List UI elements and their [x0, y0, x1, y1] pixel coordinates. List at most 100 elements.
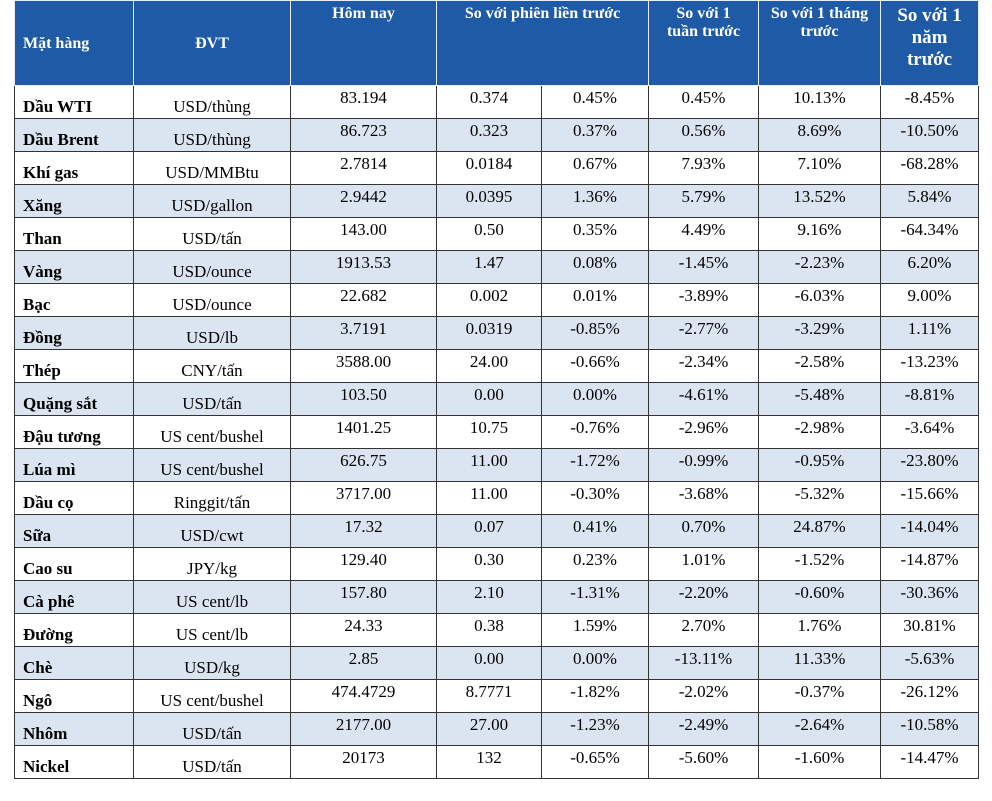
value-cell: -13.23% — [880, 349, 980, 383]
value-cell: -13.11% — [648, 646, 760, 680]
value-cell: -5.32% — [758, 481, 882, 515]
value-cell: 24.00 — [436, 349, 542, 383]
table-row: Thép CNY/tấn 3588.00 24.00 -0.66% -2.34% -2.58… — [14, 349, 980, 383]
item-name: Sữa — [14, 514, 134, 548]
value-cell: 0.37% — [540, 118, 650, 152]
value-cell: 7.93% — [648, 151, 760, 185]
item-name: Chè — [14, 646, 134, 680]
unit: USD/gallon — [133, 184, 291, 218]
unit: USD/ounce — [133, 250, 291, 284]
value-cell: -14.04% — [880, 514, 980, 548]
unit: Ringgit/tấn — [133, 481, 291, 515]
value-cell: -2.98% — [758, 415, 882, 449]
value-cell: 17.32 — [290, 514, 437, 548]
table-row: Dầu Brent USD/thùng 86.723 0.323 0.37% 0.56% 8… — [14, 118, 980, 152]
table-row: Vàng USD/ounce 1913.53 1.47 0.08% -1.45% -2.23… — [14, 250, 980, 284]
item-name: Vàng — [14, 250, 134, 284]
table-row: Nickel USD/tấn 20173 132 -0.65% -5.60% -1.60% -… — [14, 745, 980, 779]
value-cell: 1401.25 — [290, 415, 437, 449]
unit: USD/MMBtu — [133, 151, 291, 185]
item-name: Cà phê — [14, 580, 134, 614]
value-cell: -5.60% — [648, 745, 760, 779]
table-row: Quặng sắt USD/tấn 103.50 0.00 0.00% -4.61% -5.… — [14, 382, 980, 416]
value-cell: -0.66% — [540, 349, 650, 383]
item-name: Than — [14, 217, 134, 251]
value-cell: -0.37% — [758, 679, 882, 713]
value-cell: 0.0319 — [436, 316, 542, 350]
value-cell: 0.23% — [540, 547, 650, 581]
value-cell: -2.96% — [648, 415, 760, 449]
item-name: Khí gas — [14, 151, 134, 185]
unit: USD/lb — [133, 316, 291, 350]
value-cell: 3588.00 — [290, 349, 437, 383]
value-cell: -3.64% — [880, 415, 980, 449]
value-cell: -5.63% — [880, 646, 980, 680]
value-cell: 10.13% — [758, 85, 882, 119]
value-cell: -6.03% — [758, 283, 882, 317]
value-cell: 1.59% — [540, 613, 650, 647]
value-cell: 0.38 — [436, 613, 542, 647]
value-cell: -1.31% — [540, 580, 650, 614]
value-cell: 132 — [436, 745, 542, 779]
value-cell: 0.00 — [436, 646, 542, 680]
value-cell: 0.30 — [436, 547, 542, 581]
table-row: Lúa mì US cent/bushel 626.75 11.00 -1.72% -0.… — [14, 448, 980, 482]
table-row: Cao su JPY/kg 129.40 0.30 0.23% 1.01% -1.52% -1… — [14, 547, 980, 581]
value-cell: -1.82% — [540, 679, 650, 713]
value-cell: 3.7191 — [290, 316, 437, 350]
item-name: Bạc — [14, 283, 134, 317]
value-cell: -5.48% — [758, 382, 882, 416]
value-cell: -2.49% — [648, 712, 760, 746]
value-cell: -3.89% — [648, 283, 760, 317]
value-cell: -64.34% — [880, 217, 980, 251]
table-row: Đậu tương US cent/bushel 1401.25 10.75 -0.76… — [14, 415, 980, 449]
value-cell: -0.30% — [540, 481, 650, 515]
value-cell: 0.41% — [540, 514, 650, 548]
value-cell: -23.80% — [880, 448, 980, 482]
value-cell: -0.76% — [540, 415, 650, 449]
item-name: Dầu WTI — [14, 85, 134, 119]
value-cell: 20173 — [290, 745, 437, 779]
value-cell: -14.87% — [880, 547, 980, 581]
value-cell: 2.10 — [436, 580, 542, 614]
unit: USD/tấn — [133, 745, 291, 779]
value-cell: 5.84% — [880, 184, 980, 218]
unit: USD/kg — [133, 646, 291, 680]
value-cell: 0.00% — [540, 382, 650, 416]
table-row: Cà phê US cent/lb 157.80 2.10 -1.31% -2.20% -0… — [14, 580, 980, 614]
header-cell: Hôm nay — [290, 0, 437, 86]
unit: USD/tấn — [133, 712, 291, 746]
table-row: Dầu WTI USD/thùng 83.194 0.374 0.45% 0.45% 10.… — [14, 85, 980, 119]
value-cell: 129.40 — [290, 547, 437, 581]
table-row: Ngô US cent/bushel 474.4729 8.7771 -1.82% -2.… — [14, 679, 980, 713]
value-cell: 0.0184 — [436, 151, 542, 185]
value-cell: 0.374 — [436, 85, 542, 119]
item-name: Ngô — [14, 679, 134, 713]
table-row: Dầu cọ Ringgit/tấn 3717.00 11.00 -0.30% -3.68… — [14, 481, 980, 515]
value-cell: -0.95% — [758, 448, 882, 482]
value-cell: 11.00 — [436, 481, 542, 515]
value-cell: 0.00 — [436, 382, 542, 416]
value-cell: 8.69% — [758, 118, 882, 152]
value-cell: 11.33% — [758, 646, 882, 680]
value-cell: -4.61% — [648, 382, 760, 416]
value-cell: -0.85% — [540, 316, 650, 350]
value-cell: 2.85 — [290, 646, 437, 680]
value-cell: 626.75 — [290, 448, 437, 482]
value-cell: -1.52% — [758, 547, 882, 581]
value-cell: 11.00 — [436, 448, 542, 482]
value-cell: -15.66% — [880, 481, 980, 515]
value-cell: 0.50 — [436, 217, 542, 251]
value-cell: 0.01% — [540, 283, 650, 317]
value-cell: 157.80 — [290, 580, 437, 614]
item-name: Đồng — [14, 316, 134, 350]
value-cell: -0.99% — [648, 448, 760, 482]
value-cell: -1.60% — [758, 745, 882, 779]
value-cell: 1.47 — [436, 250, 542, 284]
value-cell: 4.49% — [648, 217, 760, 251]
value-cell: 6.20% — [880, 250, 980, 284]
value-cell: -2.20% — [648, 580, 760, 614]
value-cell: 30.81% — [880, 613, 980, 647]
value-cell: 9.16% — [758, 217, 882, 251]
value-cell: -3.29% — [758, 316, 882, 350]
